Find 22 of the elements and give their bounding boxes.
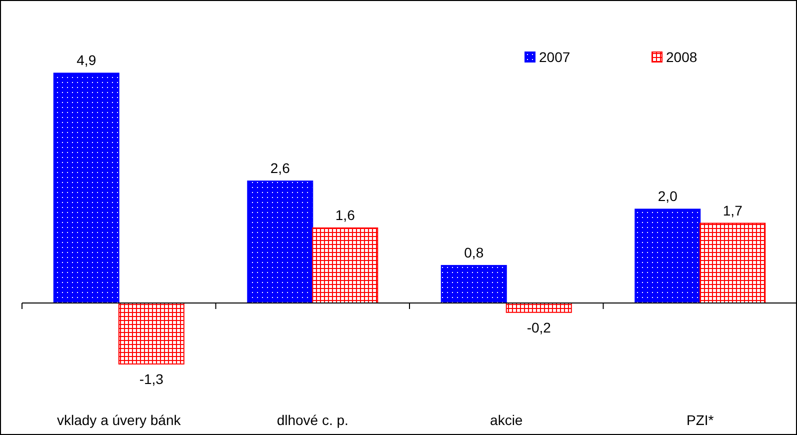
legend-label: 2007 bbox=[539, 49, 570, 65]
data-label: 2,6 bbox=[270, 160, 290, 176]
x-tick-label: akcie bbox=[490, 412, 523, 428]
x-tick-label: dlhové c. p. bbox=[276, 412, 348, 428]
data-label: 1,7 bbox=[722, 202, 743, 218]
legend-label: 2008 bbox=[666, 49, 698, 65]
data-label: -1,3 bbox=[139, 370, 164, 387]
data-label: 2,0 bbox=[658, 188, 678, 204]
bar bbox=[118, 302, 184, 364]
data-label: 1,6 bbox=[335, 206, 356, 223]
bar bbox=[506, 302, 572, 313]
bar bbox=[440, 264, 507, 304]
bar bbox=[700, 222, 766, 304]
x-tick-label: PZI* bbox=[686, 412, 714, 428]
x-tick-label: vklady a úvery bánk bbox=[57, 412, 182, 428]
bar bbox=[312, 227, 378, 304]
bar bbox=[634, 208, 701, 304]
data-label: -0,2 bbox=[526, 319, 552, 336]
bar bbox=[247, 180, 314, 304]
data-label: 0,8 bbox=[464, 244, 484, 260]
bar bbox=[53, 72, 120, 304]
data-label: 4,9 bbox=[76, 52, 96, 68]
